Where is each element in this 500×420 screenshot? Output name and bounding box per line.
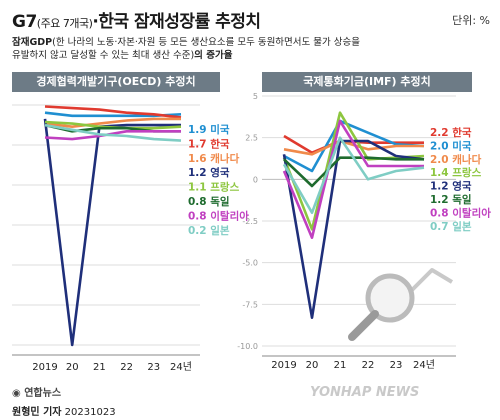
imf-ytick-label: -7.5	[242, 300, 258, 309]
imf-xtick-label: 20	[306, 360, 319, 371]
imf-ytick-label: -5.0	[242, 259, 258, 268]
oecd-series-line-일본	[44, 123, 182, 142]
imf-xtick-label: 21	[334, 360, 347, 371]
watermark: YONHAP NEWS	[310, 385, 420, 400]
oecd-xtick-label: 24년	[170, 361, 192, 373]
imf-series-label-독일: 1.2 독일	[430, 193, 472, 206]
imf-series-label-미국: 2.0 미국	[430, 139, 472, 152]
oecd-series-label-프랑스: 1.1 프랑스	[188, 182, 240, 194]
imf-series-label-영국: 1.2 영국	[430, 180, 472, 193]
imf-ytick-label: -2.5	[242, 217, 258, 226]
page-title: G7(주요 7개국)·한국 잠재성장률 추정치	[12, 12, 261, 32]
oecd-xtick-label: 2019	[32, 362, 57, 373]
imf-series-label-일본: 0.7 일본	[430, 220, 472, 233]
oecd-series-line-한국	[44, 105, 182, 119]
imf-xtick-label: 22	[362, 360, 375, 371]
description: 잠재GDP(한 나라의 노동·자본·자원 등 모든 생산요소를 모두 동원하면서…	[12, 37, 361, 61]
agency-logo: ◉ 연합뉴스	[12, 388, 62, 399]
imf-ytick-label: -10.0	[237, 342, 258, 351]
magnifier-icon	[365, 273, 415, 323]
oecd-series-label-한국: 1.7 한국	[188, 137, 230, 150]
oecd-series-label-독일: 0.8 독일	[188, 195, 230, 208]
magnifier-handle-icon	[348, 310, 379, 341]
oecd-series-label-일본: 0.2 일본	[188, 224, 230, 237]
oecd-series-label-미국: 1.9 미국	[188, 123, 230, 136]
oecd-series-label-영국: 1.2 영국	[188, 166, 230, 179]
imf-ytick-label: 5	[253, 92, 258, 101]
oecd-series-line-캐나다	[44, 117, 181, 128]
imf-ytick-label: 0	[253, 175, 258, 184]
oecd-xtick-label: 23	[147, 362, 160, 373]
oecd-xtick-label: 22	[120, 362, 133, 373]
imf-xtick-label: 23	[390, 360, 403, 371]
imf-panel-title: 국제통화기금(IMF) 추정치	[262, 72, 472, 92]
byline: 원형민 기자 20231023	[12, 407, 116, 418]
imf-series-line-미국	[283, 119, 425, 173]
oecd-xtick-label: 20	[66, 362, 79, 373]
imf-series-line-영국	[282, 139, 425, 320]
unit-label: 단위: %	[452, 14, 490, 27]
imf-series-label-프랑스: 1.4 프랑스	[430, 167, 482, 179]
imf-xtick-label: 2019	[271, 360, 296, 371]
oecd-series-label-이탈리아: 0.8 이탈리아	[188, 209, 249, 222]
imf-series-line-이탈리아	[282, 119, 424, 239]
imf-xtick-label: 24년	[413, 359, 435, 371]
oecd-series-line-영국	[43, 118, 181, 347]
imf-ytick-label: 2.5	[245, 134, 258, 143]
imf-series-line-일본	[282, 136, 425, 214]
imf-series-label-이탈리아: 0.8 이탈리아	[430, 206, 491, 219]
oecd-series-line-이탈리아	[44, 130, 181, 141]
oecd-series-label-캐나다: 1.6 캐나다	[188, 152, 240, 165]
oecd-panel-title: 경제협력개발기구(OECD) 추정치	[12, 72, 220, 92]
oecd-xtick-label: 21	[93, 362, 106, 373]
imf-series-label-캐나다: 2.0 캐나다	[430, 153, 482, 166]
imf-series-line-독일	[283, 156, 424, 188]
imf-series-label-한국: 2.2 한국	[430, 126, 472, 139]
